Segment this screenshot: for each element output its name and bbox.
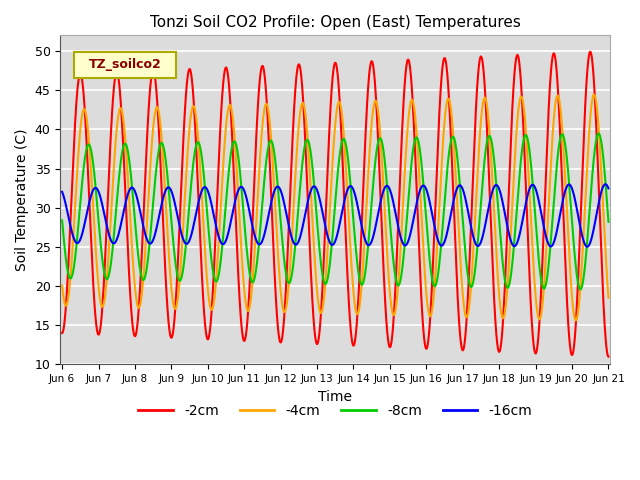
Text: TZ_soilco2: TZ_soilco2	[88, 59, 161, 72]
Legend: -2cm, -4cm, -8cm, -16cm: -2cm, -4cm, -8cm, -16cm	[132, 398, 538, 423]
FancyBboxPatch shape	[74, 52, 176, 78]
Title: Tonzi Soil CO2 Profile: Open (East) Temperatures: Tonzi Soil CO2 Profile: Open (East) Temp…	[150, 15, 521, 30]
Y-axis label: Soil Temperature (C): Soil Temperature (C)	[15, 129, 29, 271]
X-axis label: Time: Time	[318, 390, 352, 404]
